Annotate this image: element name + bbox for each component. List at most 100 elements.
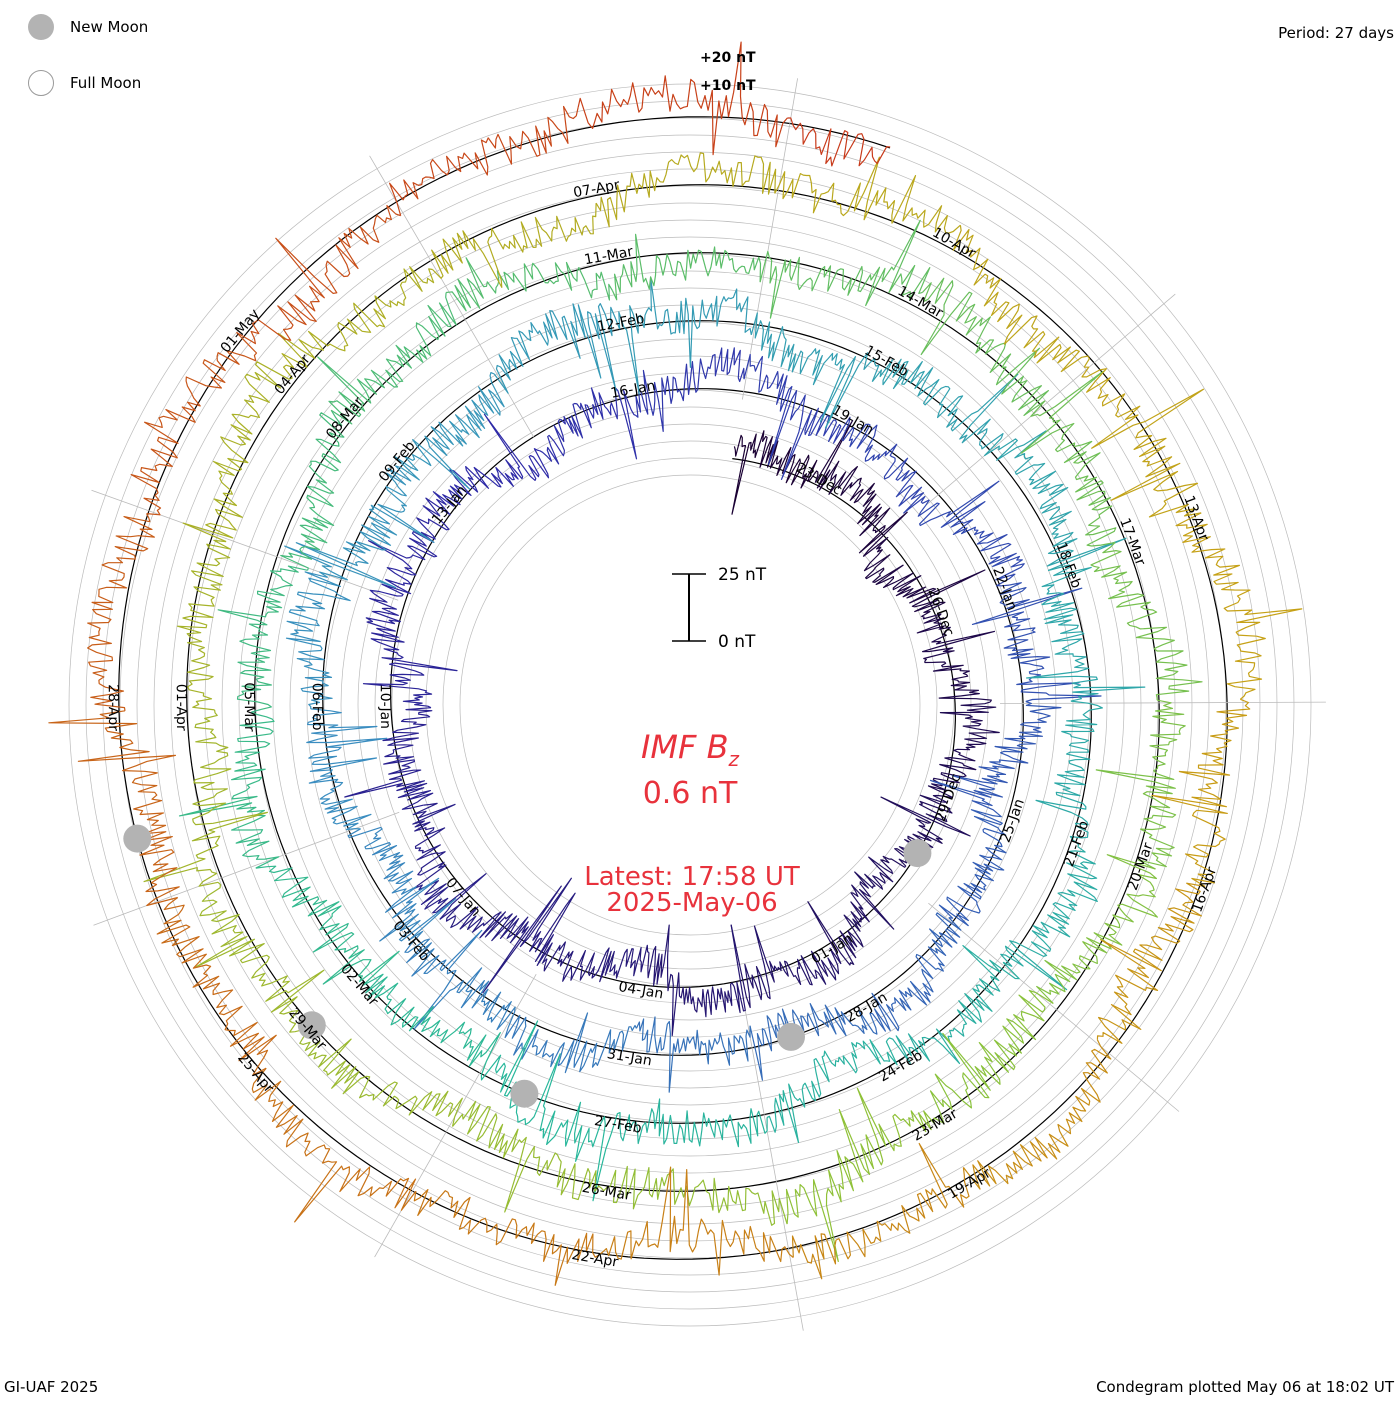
bz-trace-segment (413, 1188, 600, 1286)
bz-trace-segment (862, 536, 986, 618)
bz-trace-segment (284, 465, 435, 589)
bz-trace-segment (1036, 854, 1159, 1004)
grid-ring (153, 168, 1227, 1242)
date-label: 04-Apr (272, 351, 314, 397)
bz-trace-segment (344, 707, 434, 810)
bz-trace-segment (785, 1087, 935, 1263)
bz-trace-segment (347, 826, 457, 945)
bz-trace-segment (439, 877, 576, 994)
data-traces (48, 41, 1303, 1286)
bz-trace-segment (156, 897, 277, 1076)
bz-trace-segment (759, 219, 931, 319)
date-label: 04-Jan (617, 979, 664, 1002)
grid-ring (306, 321, 1074, 1089)
bz-trace-segment (731, 430, 819, 515)
bz-trace-segment (277, 266, 435, 379)
grid-ring (187, 202, 1193, 1208)
grid-ring (323, 338, 1057, 1072)
bz-trace-segment (1000, 839, 1098, 991)
bz-trace-segment (543, 941, 650, 983)
bz-trace-segment (787, 117, 891, 167)
bz-trace-segment (412, 802, 487, 920)
bz-trace-segment (432, 413, 550, 507)
date-label: 21-Feb (1061, 819, 1092, 869)
bz-trace-segment (791, 1142, 970, 1280)
date-label: 24-Feb (876, 1047, 925, 1085)
bz-trace-segment (730, 924, 842, 1009)
bz-trace-segment (887, 944, 1020, 1065)
bz-trace-segment (143, 709, 268, 887)
bz-trace-segment (927, 701, 1000, 799)
new-moon-marker (777, 1022, 805, 1051)
bz-trace-segment (807, 856, 895, 966)
date-label: 10-Jan (377, 684, 393, 729)
bz-trace-segment (504, 1012, 637, 1074)
bz-trace-segment (1035, 700, 1104, 841)
bz-trace-segment (618, 276, 752, 395)
date-label: 09-Feb (376, 438, 419, 485)
bz-trace-segment (750, 312, 880, 429)
date-label: 28-Apr (105, 684, 121, 731)
new-moon-marker (297, 1011, 326, 1040)
bz-trace-segment (362, 973, 501, 1076)
bz-trace-segment (635, 1016, 751, 1093)
grid-ring (340, 355, 1040, 1055)
bz-trace-segment (814, 419, 908, 557)
bz-trace-segment (929, 989, 1054, 1124)
bz-trace-segment (871, 912, 962, 1032)
grid-ring (119, 134, 1261, 1276)
grid-ring (136, 151, 1244, 1259)
grid-ring (255, 270, 1125, 1140)
date-labels: 23-Dec26-Dec29-Dec01-Jan04-Jan07-Jan10-J… (105, 177, 1221, 1271)
new-moon-label: New Moon (70, 18, 149, 36)
spoke-line (93, 811, 400, 926)
spoke-line (926, 293, 1176, 506)
bz-trace-segment (611, 233, 762, 301)
date-label: 19-Apr (945, 1165, 994, 1203)
bz-trace-segment (647, 924, 746, 1037)
date-label: 31-Jan (606, 1046, 653, 1069)
center-title-subscript: z (728, 747, 740, 771)
grid-ring (85, 100, 1295, 1310)
bz-trace-segment (86, 513, 155, 711)
bz-trace-segment (1081, 366, 1205, 518)
bz-trace-segment (1025, 564, 1146, 702)
bz-trace-segment (404, 929, 516, 1031)
grid-ring (357, 372, 1023, 1038)
bz-trace-segment (539, 387, 638, 465)
bz-trace-segment (916, 613, 996, 703)
bz-trace-segment (217, 565, 308, 710)
bz-trace-segment (317, 292, 457, 425)
bz-trace-segment (635, 347, 745, 432)
date-label: 23-Mar (910, 1106, 961, 1145)
new-moon-icon (28, 14, 54, 40)
plotted-label: Condegram plotted May 06 at 18:02 UT (1096, 1378, 1394, 1396)
grid-ring (170, 185, 1210, 1225)
new-moon-marker (903, 839, 932, 868)
center-readout: IMF Bz 0.6 nT Latest: 17:58 UT 2025-May-… (584, 728, 800, 918)
bz-trace-segment (938, 809, 1007, 927)
date-label: 16-Apr (1189, 865, 1220, 915)
bz-trace-segment (389, 105, 579, 216)
grid-ring (442, 457, 938, 953)
bz-trace-segment (362, 593, 458, 709)
legend-new-moon: New Moon (28, 14, 148, 40)
date-label: 27-Feb (593, 1113, 643, 1137)
center-title-main: IMF B (641, 728, 729, 766)
date-label: 25-Apr (234, 1050, 277, 1096)
bz-trace-segment (285, 571, 351, 709)
bz-trace-segment (1090, 546, 1203, 701)
spoke-line (742, 78, 798, 400)
bz-trace-segment (595, 152, 777, 228)
zero-baseline-spiral (118, 116, 1228, 1260)
grid-ring (289, 304, 1091, 1106)
full-moon-icon (28, 70, 54, 96)
bz-trace-segment (609, 1165, 788, 1226)
bz-trace-segment (749, 1002, 878, 1081)
full-moon-label: Full Moon (70, 74, 142, 92)
bz-trace-segment (493, 303, 621, 394)
bz-trace-segment (195, 881, 325, 1036)
new-moon-marker (510, 1079, 539, 1108)
bz-trace-segment (368, 497, 451, 597)
bz-trace-segment (236, 205, 401, 345)
